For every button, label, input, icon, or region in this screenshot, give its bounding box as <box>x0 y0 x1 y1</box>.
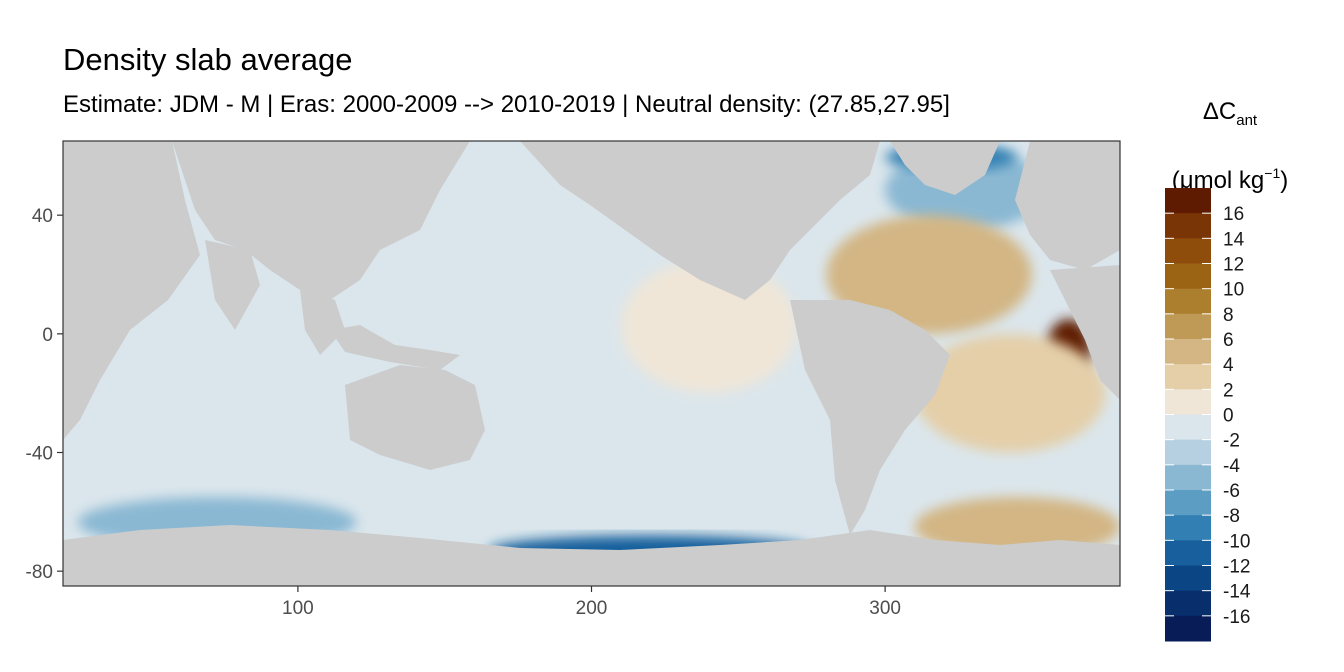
land-north-america <box>520 141 880 300</box>
legend-swatch <box>1165 389 1211 415</box>
legend-label: 8 <box>1223 305 1234 326</box>
y-tick-label: -40 <box>26 444 53 465</box>
y-tick-label: 40 <box>32 206 53 227</box>
legend-swatch <box>1165 364 1211 390</box>
legend-swatch <box>1165 515 1211 541</box>
legend-swatch <box>1165 590 1211 617</box>
legend-swatch <box>1165 263 1211 290</box>
land-south-america <box>790 300 950 535</box>
land-asia <box>172 141 470 300</box>
legend-label: 16 <box>1223 204 1244 225</box>
land-africa <box>63 141 200 440</box>
legend-swatch <box>1165 288 1211 315</box>
land-se-asia <box>300 290 345 355</box>
legend-label: 0 <box>1223 406 1234 427</box>
x-tick-label: 300 <box>869 598 901 619</box>
legend-label: -2 <box>1223 431 1240 452</box>
legend-swatch <box>1165 313 1211 340</box>
legend-swatch <box>1165 188 1211 214</box>
legend-swatch <box>1165 213 1211 239</box>
legend-label: -6 <box>1223 481 1240 502</box>
chart-title: Density slab average <box>63 42 353 77</box>
land-mask <box>63 141 1120 586</box>
legend-swatch <box>1165 238 1211 264</box>
chart-subtitle: Estimate: JDM - M | Eras: 2000-2009 --> … <box>63 91 950 118</box>
legend-label: 6 <box>1223 330 1234 351</box>
legend-label: -14 <box>1223 582 1251 603</box>
legend-label: 12 <box>1223 255 1244 276</box>
x-tick-label: 100 <box>282 598 314 619</box>
land-greenland <box>890 141 1000 195</box>
legend-label: 14 <box>1223 229 1245 250</box>
legend-swatch <box>1165 464 1211 491</box>
y-tick-label: -80 <box>26 562 53 583</box>
x-tick-label: 200 <box>576 598 608 619</box>
legend-swatch <box>1165 490 1211 516</box>
legend-label: 4 <box>1223 355 1234 376</box>
legend-label: -12 <box>1223 557 1250 578</box>
legend-swatch <box>1165 439 1211 466</box>
legend-title-symbol: ΔCant <box>1202 98 1258 129</box>
colorbar-legend: 16 14 12 10 8 6 4 2 0 -2 -4 -6 -8 -10 -12 -14 -16 <box>1165 188 1251 642</box>
legend-swatch <box>1165 339 1211 365</box>
legend-label: 10 <box>1223 280 1244 301</box>
land-west-africa <box>1050 265 1120 400</box>
land-india <box>205 240 260 330</box>
legend-swatch <box>1165 615 1211 642</box>
legend-swatch <box>1165 414 1211 441</box>
map-panel <box>63 141 1120 586</box>
legend-label: -8 <box>1223 506 1240 527</box>
region-south-atlantic <box>914 333 1106 453</box>
legend-swatch <box>1165 565 1211 592</box>
legend-label: -10 <box>1223 531 1250 552</box>
legend-title: ΔCant (μmol kg−1) <box>1150 86 1310 207</box>
land-europe <box>1015 141 1120 270</box>
land-indonesia <box>330 325 460 370</box>
land-australia <box>345 365 485 470</box>
legend-swatch <box>1165 540 1211 566</box>
land-antarctica <box>63 525 1120 586</box>
legend-title-unit: (μmol kg−1) <box>1171 165 1289 194</box>
legend-label: -16 <box>1223 607 1250 628</box>
y-tick-label: 0 <box>42 325 53 346</box>
legend-label: 2 <box>1223 380 1234 401</box>
legend-label: -4 <box>1223 456 1240 477</box>
region-north-atlantic-subtropics <box>826 215 1032 334</box>
